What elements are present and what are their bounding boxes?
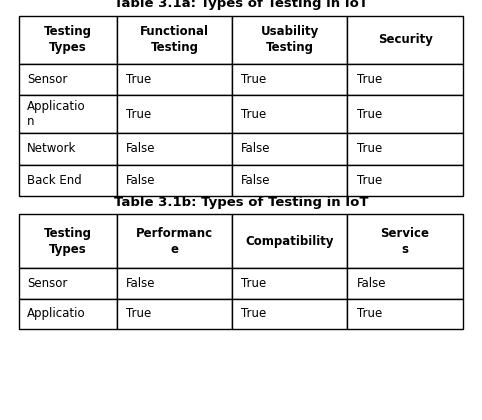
Text: Table 3.1a: Types of Testing in IoT: Table 3.1a: Types of Testing in IoT bbox=[114, 0, 368, 10]
Bar bbox=[117, 95, 232, 133]
Bar bbox=[117, 165, 232, 196]
Text: Back End: Back End bbox=[27, 174, 82, 187]
Bar bbox=[19, 165, 117, 196]
Text: True: True bbox=[241, 307, 267, 320]
Text: True: True bbox=[126, 73, 151, 86]
Bar bbox=[348, 95, 463, 133]
Text: Service
s: Service s bbox=[381, 226, 429, 256]
Text: Functional
Testing: Functional Testing bbox=[140, 25, 209, 54]
Text: Security: Security bbox=[377, 33, 432, 46]
Bar bbox=[19, 299, 117, 329]
Bar bbox=[19, 133, 117, 165]
Bar bbox=[19, 268, 117, 299]
Bar bbox=[348, 268, 463, 299]
Text: Applicatio: Applicatio bbox=[27, 307, 86, 320]
Bar bbox=[117, 268, 232, 299]
Bar bbox=[232, 268, 348, 299]
Text: Testing
Types: Testing Types bbox=[44, 25, 92, 54]
Text: True: True bbox=[357, 142, 382, 155]
Bar bbox=[117, 133, 232, 165]
Text: False: False bbox=[126, 174, 156, 187]
Text: Sensor: Sensor bbox=[27, 73, 67, 86]
Text: True: True bbox=[357, 73, 382, 86]
Text: True: True bbox=[357, 307, 382, 320]
Bar bbox=[19, 214, 117, 268]
Text: True: True bbox=[241, 73, 267, 86]
Bar bbox=[19, 64, 117, 95]
Text: True: True bbox=[241, 277, 267, 290]
Bar bbox=[19, 16, 117, 64]
Bar bbox=[232, 133, 348, 165]
Bar bbox=[117, 64, 232, 95]
Text: Network: Network bbox=[27, 142, 77, 155]
Text: True: True bbox=[126, 108, 151, 121]
Text: Sensor: Sensor bbox=[27, 277, 67, 290]
Text: Performanc
e: Performanc e bbox=[136, 226, 213, 256]
Bar bbox=[348, 64, 463, 95]
Bar bbox=[232, 165, 348, 196]
Bar bbox=[348, 133, 463, 165]
Bar bbox=[19, 95, 117, 133]
Text: True: True bbox=[357, 108, 382, 121]
Text: Applicatio
n: Applicatio n bbox=[27, 100, 86, 128]
Text: False: False bbox=[126, 277, 156, 290]
Bar bbox=[117, 214, 232, 268]
Text: True: True bbox=[126, 307, 151, 320]
Bar bbox=[232, 299, 348, 329]
Bar bbox=[117, 299, 232, 329]
Bar bbox=[232, 95, 348, 133]
Text: Usability
Testing: Usability Testing bbox=[261, 25, 319, 54]
Bar bbox=[117, 16, 232, 64]
Text: Compatibility: Compatibility bbox=[245, 235, 334, 247]
Bar bbox=[232, 16, 348, 64]
Bar bbox=[232, 214, 348, 268]
Bar bbox=[348, 165, 463, 196]
Text: True: True bbox=[357, 174, 382, 187]
Text: Table 3.1b: Types of Testing in IoT: Table 3.1b: Types of Testing in IoT bbox=[114, 196, 368, 209]
Bar bbox=[348, 16, 463, 64]
Bar bbox=[348, 214, 463, 268]
Text: False: False bbox=[126, 142, 156, 155]
Text: False: False bbox=[241, 142, 271, 155]
Text: True: True bbox=[241, 108, 267, 121]
Text: False: False bbox=[357, 277, 386, 290]
Text: False: False bbox=[241, 174, 271, 187]
Bar bbox=[348, 299, 463, 329]
Bar bbox=[232, 64, 348, 95]
Text: Testing
Types: Testing Types bbox=[44, 226, 92, 256]
